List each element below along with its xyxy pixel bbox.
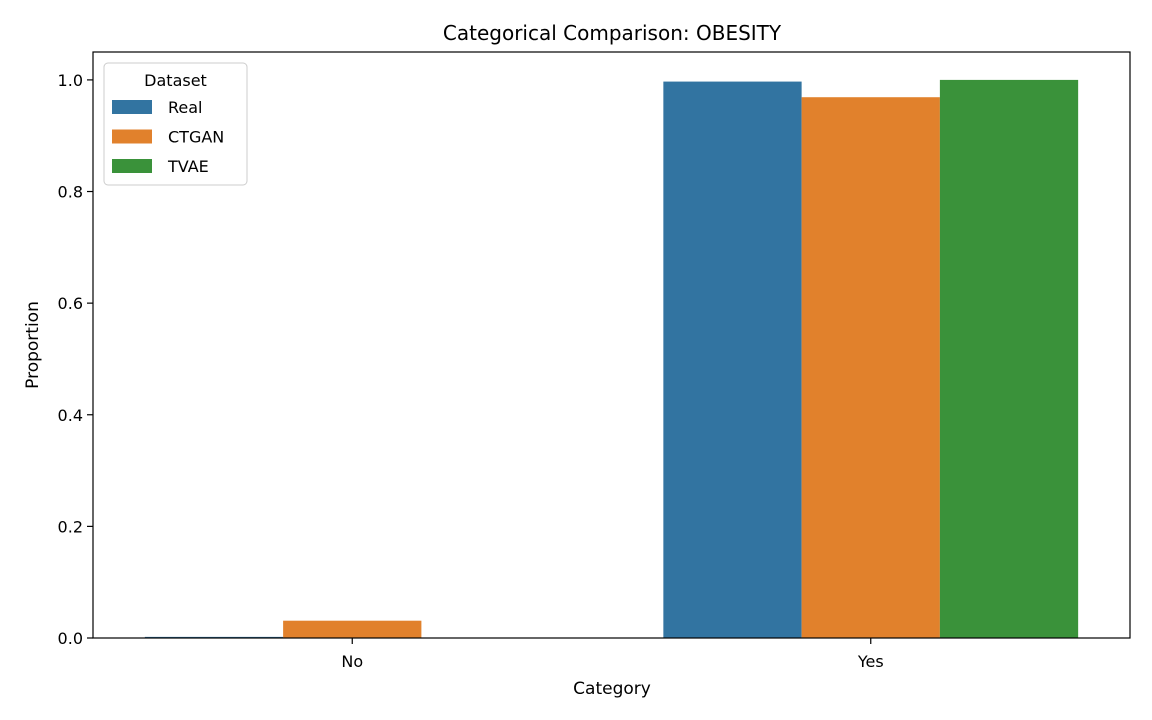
legend-swatch-real bbox=[112, 100, 152, 114]
legend-swatch-tvae bbox=[112, 159, 152, 173]
bar-ctgan-no bbox=[283, 620, 422, 638]
legend-label-ctgan: CTGAN bbox=[168, 128, 224, 147]
x-axis: No Yes bbox=[341, 638, 884, 671]
y-tick-label: 1.0 bbox=[58, 71, 83, 90]
bar-ctgan-yes bbox=[801, 97, 940, 638]
legend-swatch-ctgan bbox=[112, 129, 152, 144]
chart-title: Categorical Comparison: OBESITY bbox=[443, 21, 782, 45]
y-tick-label: 0.4 bbox=[58, 406, 83, 425]
y-tick-label: 0.2 bbox=[58, 517, 83, 536]
legend-label-tvae: TVAE bbox=[167, 157, 209, 176]
y-tick-label: 0.8 bbox=[58, 183, 83, 202]
x-tick-label-yes: Yes bbox=[857, 652, 884, 671]
legend-title: Dataset bbox=[144, 71, 207, 90]
plot-frame bbox=[92, 51, 1131, 639]
x-tick-label-no: No bbox=[341, 652, 363, 671]
y-tick-label: 0.0 bbox=[58, 629, 83, 648]
legend: Dataset Real CTGAN TVAE bbox=[103, 62, 248, 186]
bar-real-yes bbox=[663, 81, 802, 638]
bars-layer bbox=[144, 79, 1079, 638]
legend-box bbox=[103, 62, 248, 186]
bar-tvae-yes bbox=[939, 79, 1079, 638]
legend-label-real: Real bbox=[168, 98, 203, 117]
y-axis-label: Proportion bbox=[23, 301, 43, 389]
y-tick-label: 0.6 bbox=[58, 294, 83, 313]
y-axis: 0.0 0.2 0.4 0.6 0.8 1.0 bbox=[58, 71, 93, 648]
x-axis-label: Category bbox=[573, 679, 651, 699]
